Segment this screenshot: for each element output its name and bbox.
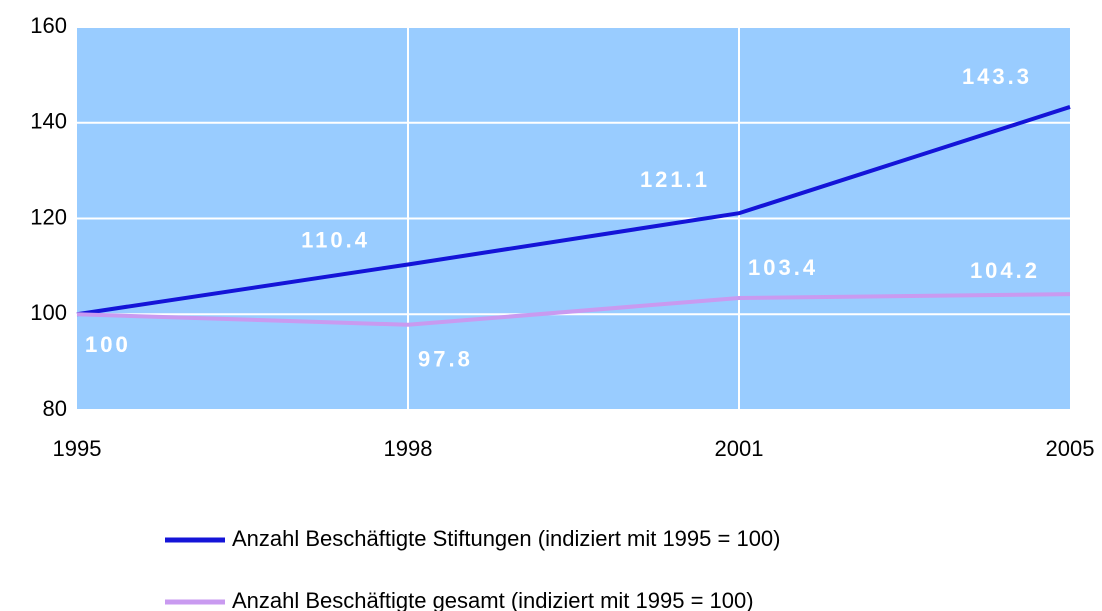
y-tick-label: 160 <box>30 13 67 38</box>
y-tick-label: 80 <box>43 396 67 421</box>
x-tick-label: 2001 <box>715 436 764 461</box>
data-label: 100 <box>85 332 131 357</box>
data-label: 100 <box>85 332 131 357</box>
x-tick-label: 1995 <box>53 436 102 461</box>
data-label: 97.8 <box>418 347 473 372</box>
x-tick-label: 2005 <box>1046 436 1095 461</box>
data-label: 103.4 <box>748 255 818 280</box>
y-tick-label: 100 <box>30 300 67 325</box>
legend-label: Anzahl Beschäftigte Stiftungen (indizier… <box>232 526 781 551</box>
y-tick-label: 120 <box>30 204 67 229</box>
x-tick-label: 1998 <box>384 436 433 461</box>
data-label: 110.4 <box>301 227 370 252</box>
legend-label: Anzahl Beschäftigte gesamt (indiziert mi… <box>232 588 754 611</box>
data-label: 121.1 <box>640 167 710 192</box>
data-label: 143.3 <box>962 64 1032 89</box>
series-line <box>76 292 1071 327</box>
data-label: 104.2 <box>970 258 1040 283</box>
y-tick-label: 140 <box>30 109 67 134</box>
series-line <box>76 105 1071 317</box>
